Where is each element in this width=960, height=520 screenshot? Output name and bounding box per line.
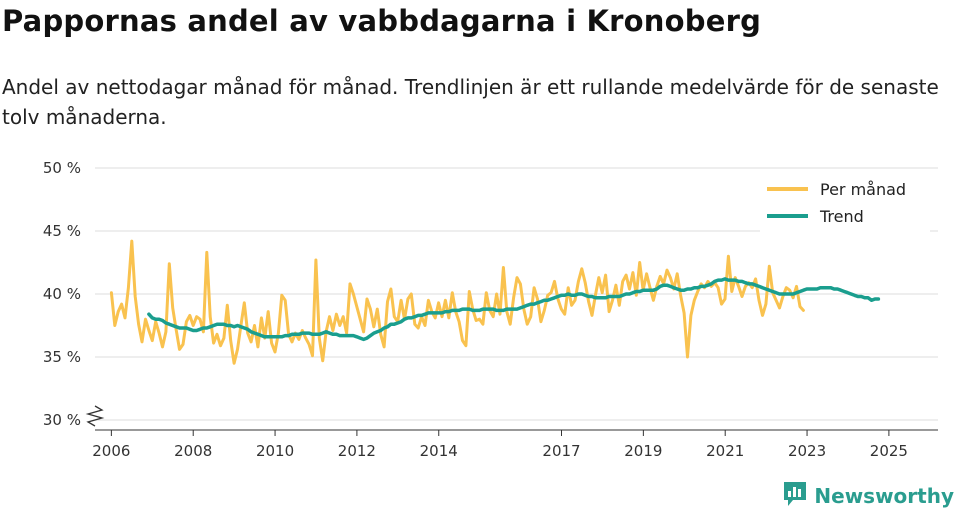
newsworthy-logo-icon [782, 480, 808, 512]
page-title: Pappornas andel av vabbdagarna i Kronobe… [2, 4, 762, 38]
y-tick-label: 35 % [43, 348, 81, 366]
y-tick-label: 50 % [43, 159, 81, 177]
series-line-trend [147, 277, 881, 342]
y-tick-label: 45 % [43, 222, 81, 240]
legend-background [760, 174, 930, 236]
y-tick-label: 30 % [43, 411, 81, 429]
x-tick-label: 2014 [420, 442, 458, 460]
x-tick-label: 2021 [706, 442, 744, 460]
chart-subtitle: Andel av nettodagar månad för månad. Tre… [2, 75, 939, 129]
x-tick-label: 2017 [542, 442, 580, 460]
x-tick-label: 2006 [92, 442, 130, 460]
series-line-per-manad [109, 239, 805, 365]
x-tick-label: 2025 [870, 442, 908, 460]
x-tick-label: 2012 [338, 442, 376, 460]
x-tick-label: 2019 [624, 442, 662, 460]
line-chart: 30 % 35 % 40 % 45 % 50 % 2006 2008 2010 2012 201… [43, 159, 938, 460]
x-tick-label: 2010 [256, 442, 294, 460]
brand-name: Newsworthy [814, 484, 954, 508]
brand-logo[interactable]: Newsworthy [782, 480, 954, 512]
axis-break-icon [85, 405, 105, 427]
x-tick-label: 2008 [174, 442, 212, 460]
legend-label-trend: Trend [819, 207, 864, 226]
legend: Per månad Trend [760, 174, 930, 236]
legend-label-per-manad: Per månad [820, 180, 906, 199]
x-tick-label: 2023 [788, 442, 826, 460]
y-tick-label: 40 % [43, 285, 81, 303]
